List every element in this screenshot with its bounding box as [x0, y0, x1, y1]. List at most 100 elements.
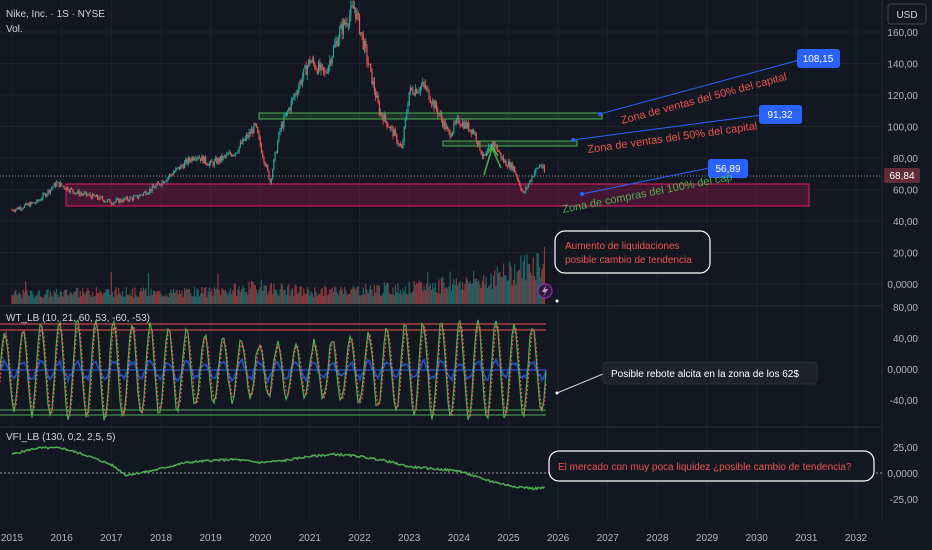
- candle-body: [159, 183, 161, 185]
- candle-body: [519, 181, 521, 186]
- sell-zone-1[interactable]: [258, 112, 603, 120]
- wt-indicator-label[interactable]: WT_LB (10, 21, 60, 53, -60, -53): [6, 313, 150, 324]
- candle-body: [317, 62, 320, 74]
- volume-bar: [43, 295, 45, 304]
- volume-bar: [221, 288, 223, 304]
- candle-body: [245, 134, 248, 138]
- candle-body: [524, 192, 526, 193]
- candle-body: [175, 168, 177, 172]
- volume-bar: [191, 296, 193, 304]
- volume-bar: [305, 294, 307, 304]
- target-line-1[interactable]: [599, 58, 804, 115]
- volume-bar: [311, 293, 313, 304]
- volume-bar: [332, 292, 335, 304]
- candle-body: [397, 142, 399, 145]
- candle-body: [243, 138, 245, 141]
- volume-bar: [111, 292, 114, 304]
- candle-body: [70, 188, 73, 190]
- candle-body: [173, 171, 176, 173]
- volume-bar: [391, 294, 393, 304]
- candle-body: [16, 207, 18, 210]
- symbol-title[interactable]: Nike, Inc. · 1S · NYSE: [6, 9, 105, 20]
- wt-axis[interactable]: 80,00 40,00 0,0000 -40,00: [887, 303, 918, 407]
- currency-button-label: USD: [896, 10, 917, 21]
- callout-liquidations-line1: Aumento de liquidaciones: [565, 241, 680, 252]
- candle-body: [18, 207, 21, 210]
- candle-body: [56, 182, 58, 187]
- volume-bar: [284, 290, 286, 304]
- volume-bar: [159, 290, 161, 304]
- candle-body: [74, 193, 76, 194]
- volume-bar: [393, 295, 395, 304]
- candle-body: [497, 150, 500, 152]
- volume-bar: [408, 281, 410, 304]
- volume-bar: [56, 288, 58, 304]
- volume-bar: [139, 292, 141, 304]
- target-line-3-anchor[interactable]: [580, 192, 584, 196]
- flash-icon[interactable]: [537, 283, 553, 299]
- candle-body: [270, 178, 273, 183]
- time-axis[interactable]: 2015 2016 2017 2018 2019 2020 2021 2022 2023 2024…: [1, 533, 868, 544]
- volume-bar: [377, 285, 379, 304]
- volume-bar: [490, 273, 492, 304]
- candle-body: [512, 166, 515, 171]
- target-line-2-anchor[interactable]: [571, 138, 575, 142]
- candle-body: [51, 188, 53, 190]
- candle-body: [471, 130, 474, 134]
- volume-bar: [299, 286, 301, 304]
- candle-body: [94, 195, 96, 197]
- volume-bar: [31, 290, 33, 304]
- volume-bar: [389, 294, 392, 304]
- candle-body: [396, 133, 398, 143]
- vfi-axis[interactable]: 25,00 0,0000 -25,00: [887, 443, 918, 506]
- candle-body: [233, 154, 235, 156]
- target-badge-1[interactable]: [797, 49, 840, 68]
- candle-body: [358, 14, 361, 34]
- buy-zone[interactable]: [65, 183, 810, 207]
- target-line-1-anchor[interactable]: [598, 112, 602, 116]
- candle-body: [157, 182, 160, 184]
- candle-body: [180, 165, 182, 170]
- volume-bar: [63, 290, 65, 304]
- candle-body: [331, 56, 333, 64]
- target-line-3[interactable]: [581, 167, 710, 195]
- volume-bar: [241, 289, 243, 304]
- target-badge-2[interactable]: [759, 105, 802, 124]
- callout-market[interactable]: El mercado con muy poca liquidez ¿posibl…: [548, 450, 875, 482]
- candle-body: [75, 192, 78, 194]
- candle-body: [522, 190, 524, 193]
- volume-bar: [499, 271, 501, 304]
- time-axis-label: 2032: [845, 533, 868, 544]
- callout-market-text: El mercado con muy poca liquidez ¿posibl…: [558, 462, 852, 473]
- candle-body: [316, 69, 318, 74]
- sell-zone-2[interactable]: [442, 140, 578, 147]
- volume-bar: [278, 295, 280, 304]
- target-line-2[interactable]: [572, 114, 763, 141]
- target-badge-3[interactable]: [708, 159, 748, 178]
- callout-liquidations[interactable]: Aumento de liquidaciones posible cambio …: [554, 230, 711, 274]
- volume-bar: [514, 264, 516, 304]
- candle-body: [216, 158, 218, 164]
- volume-bar: [455, 277, 457, 304]
- volume-bar: [430, 289, 433, 304]
- volume-bar: [126, 294, 129, 304]
- candle-body: [293, 97, 295, 99]
- candle-body: [197, 157, 199, 159]
- candle-body: [269, 179, 271, 183]
- vfi-indicator-label[interactable]: VFI_LB (130, 0,2, 2,5, 5): [6, 432, 116, 443]
- volume-bar: [519, 269, 521, 304]
- volume-bar: [26, 289, 28, 304]
- volume-bar: [196, 288, 198, 304]
- volume-bar: [272, 293, 274, 304]
- candle-body: [109, 199, 111, 204]
- currency-button[interactable]: [887, 3, 927, 25]
- candle-body: [268, 170, 270, 180]
- candle-body: [447, 126, 449, 130]
- volume-bar: [337, 294, 340, 304]
- price-axis[interactable]: 160,00 140,00 120,00 100,00 80,00 60,00 40,00 2…: [887, 28, 918, 291]
- volume-label: Vol.: [6, 24, 23, 35]
- candle-body: [15, 209, 17, 212]
- callout-rebound[interactable]: Posible rebote alcita en la zona de los …: [555, 361, 818, 395]
- candle-body: [320, 64, 322, 71]
